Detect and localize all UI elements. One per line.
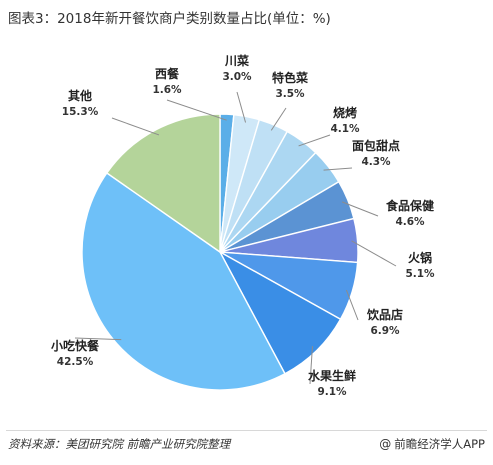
slice-value-label: 42.5% [57, 356, 94, 368]
slice-value-label: 5.1% [405, 268, 435, 280]
slice-value-label: 6.9% [370, 325, 400, 337]
pie-slice [81, 172, 286, 391]
leader-line [111, 117, 160, 136]
slice-label: 川菜 [224, 53, 249, 68]
source-note: 资料来源：美团研究院 前瞻产业研究院整理 [8, 437, 231, 451]
slice-label: 面包甜点 [352, 138, 400, 153]
slice-label: 特色菜 [272, 70, 308, 85]
pie-slices [81, 113, 359, 391]
brand-credit: @ 前瞻经济学人APP [379, 436, 485, 452]
chart-title: 图表3：2018年新开餐饮商户类别数量占比(单位：%) [8, 11, 331, 27]
leader-line [166, 99, 227, 121]
at-icon: @ [379, 437, 392, 451]
pie-chart: 西餐 1.6% 川菜 3.0% 特色菜 3.5% 烧烤 4.1% 面包甜点 4.3% 食品保健 4.6… [51, 53, 435, 398]
slice-label: 火锅 [408, 250, 432, 265]
slice-value-label: 15.3% [62, 106, 99, 118]
brand-name: 前瞻经济学人APP [394, 437, 485, 451]
leader-line [341, 201, 379, 217]
footer-divider [6, 430, 487, 431]
slice-value-label: 1.6% [152, 84, 182, 96]
slice-label: 其他 [68, 88, 92, 103]
leader-lines [74, 91, 397, 385]
leader-line [351, 240, 397, 267]
slice-labels: 西餐 1.6% 川菜 3.0% 特色菜 3.5% 烧烤 4.1% 面包甜点 4.3% 食品保健 4.6… [51, 53, 435, 398]
slice-label: 烧烤 [333, 105, 357, 120]
leader-line [270, 107, 287, 131]
slice-value-label: 3.0% [222, 71, 252, 83]
leader-line [309, 346, 313, 385]
slice-value-label: 9.1% [317, 386, 347, 398]
slice-label: 水果生鲜 [308, 368, 356, 383]
slice-label: 饮品店 [366, 307, 403, 322]
slice-value-label: 4.6% [395, 216, 425, 228]
leader-line [236, 91, 247, 123]
pie-slice [218, 250, 342, 375]
leader-line [74, 337, 122, 341]
slice-label: 小吃快餐 [51, 338, 100, 353]
leader-line [323, 167, 353, 171]
leader-line [298, 134, 331, 147]
slice-label: 西餐 [155, 66, 180, 81]
slice-value-label: 3.5% [275, 88, 305, 100]
slice-label: 食品保健 [385, 198, 435, 213]
slice-value-label: 4.1% [330, 123, 360, 135]
leader-line [345, 289, 359, 321]
slice-value-label: 4.3% [361, 156, 391, 168]
